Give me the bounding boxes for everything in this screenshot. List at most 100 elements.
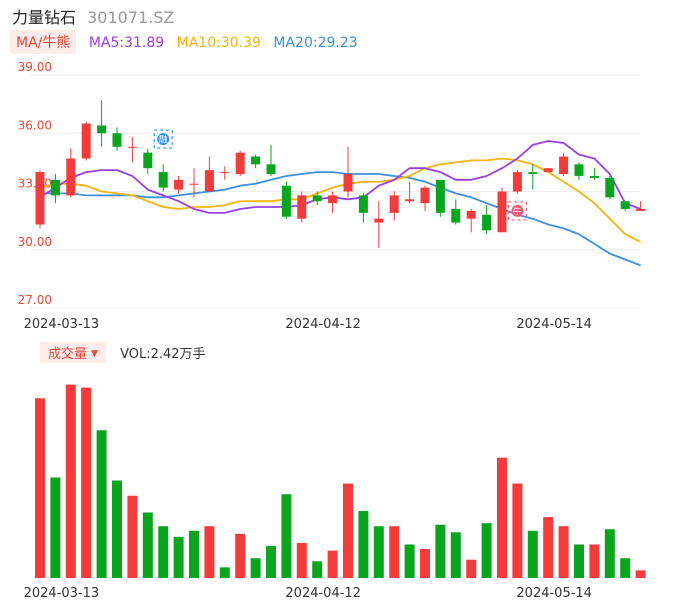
candle-body	[389, 195, 399, 213]
volume-bar	[65, 384, 76, 578]
candle-body	[589, 175, 599, 178]
candle-body	[143, 152, 153, 169]
x-tick-label: 2024-05-14	[516, 317, 592, 332]
candle-body	[466, 210, 476, 219]
y-tick-label: 27.00	[18, 293, 52, 307]
candle-body	[97, 125, 107, 134]
volume-bar	[296, 542, 307, 578]
volume-bar	[235, 533, 246, 578]
ma-legend: MA/牛熊 MA5:31.89 MA10:30.39 MA20:29.23	[10, 30, 366, 54]
candle-body	[482, 214, 492, 231]
candle-body	[435, 179, 445, 213]
candle-body	[127, 146, 137, 148]
volume-bar	[81, 387, 92, 578]
volume-tag-label: 成交量	[48, 347, 88, 362]
volume-bar	[435, 524, 446, 578]
candle-body	[35, 172, 45, 225]
volume-bar	[512, 483, 523, 578]
volume-bar	[189, 530, 199, 578]
y-tick-label: 30.00	[18, 235, 52, 249]
volume-bar	[527, 530, 538, 578]
volume-bar	[266, 546, 276, 578]
candle-body	[281, 185, 291, 217]
candle-body	[297, 195, 307, 219]
ma-mode-toggle[interactable]: MA/牛熊	[10, 30, 77, 54]
volume-bar	[574, 544, 584, 578]
candle-body	[343, 174, 353, 192]
ma5-line	[39, 140, 641, 214]
candle-body	[512, 172, 522, 192]
volume-bar	[543, 517, 554, 578]
candle-body	[189, 183, 199, 185]
volume-bar	[358, 510, 369, 578]
ma20-line	[40, 171, 641, 267]
ma10-legend: MA10:30.39	[176, 35, 261, 51]
volume-value: VOL:2.42万手	[120, 347, 206, 362]
caret-down-icon: ▼	[91, 349, 98, 359]
x-tick-label: 2024-03-13	[24, 317, 100, 332]
volume-bar	[450, 532, 461, 578]
y-tick-label: 36.00	[18, 118, 52, 132]
margin-marker-icon	[157, 133, 170, 146]
volume-bar	[343, 483, 353, 578]
volume-bar	[219, 567, 230, 578]
candle-body	[204, 170, 214, 192]
volume-bar	[204, 526, 215, 578]
volume-bar	[158, 526, 169, 578]
volume-bar	[112, 480, 122, 578]
volume-bar	[497, 457, 507, 578]
candle-body	[112, 133, 122, 147]
x-tick-label: 2024-05-14	[516, 586, 592, 601]
volume-bar	[312, 561, 323, 578]
volume-bar	[620, 558, 631, 578]
candle-body	[420, 187, 430, 204]
marker-frame	[153, 129, 173, 149]
bull-marker-icon	[511, 204, 524, 217]
y-tick-label: 33.00	[18, 177, 52, 191]
candle-body	[235, 152, 245, 175]
ma10-line	[39, 157, 642, 243]
stock-header: 力量钻石 301071.SZ	[12, 4, 174, 28]
ma5-legend: MA5:31.89	[88, 35, 165, 51]
candle-body	[174, 179, 184, 190]
volume-bar	[50, 477, 61, 578]
volume-bar	[373, 526, 384, 578]
candle-body	[497, 191, 507, 233]
x-tick-label: 2024-03-13	[24, 586, 100, 601]
volume-bar	[35, 398, 45, 578]
volume-bar	[635, 570, 646, 578]
volume-bar	[389, 526, 400, 578]
volume-bar	[281, 494, 292, 578]
candle-body	[559, 156, 569, 175]
volume-bar	[173, 536, 184, 578]
candle-body	[405, 199, 415, 202]
volume-legend: 成交量 ▼ VOL:2.42万手	[40, 342, 206, 363]
stock-code: 301071.SZ	[87, 8, 175, 27]
volume-bar	[96, 430, 107, 578]
volume-bar	[327, 550, 338, 578]
candle-body	[158, 172, 168, 188]
volume-bar	[127, 495, 138, 578]
candle-body	[636, 208, 646, 211]
candle-body	[620, 201, 630, 209]
volume-bar	[142, 512, 153, 578]
ma20-legend: MA20:29.23	[273, 35, 358, 51]
candle-body	[374, 218, 384, 223]
candle-body	[266, 164, 276, 175]
volume-bar	[481, 523, 492, 578]
candle-body	[251, 156, 261, 165]
volume-bar	[420, 549, 430, 578]
volume-bar	[404, 544, 415, 578]
candle-body	[605, 177, 615, 198]
candle-body	[358, 195, 368, 213]
candle-body	[328, 195, 338, 204]
candle-body	[543, 168, 553, 173]
volume-bar	[250, 558, 261, 578]
volume-indicator-select[interactable]: 成交量 ▼	[40, 342, 106, 363]
candle-body	[66, 158, 76, 196]
y-tick-label: 39.00	[18, 60, 52, 74]
volume-bar	[589, 544, 600, 578]
candle-body	[312, 195, 322, 202]
candle-body	[574, 164, 584, 176]
